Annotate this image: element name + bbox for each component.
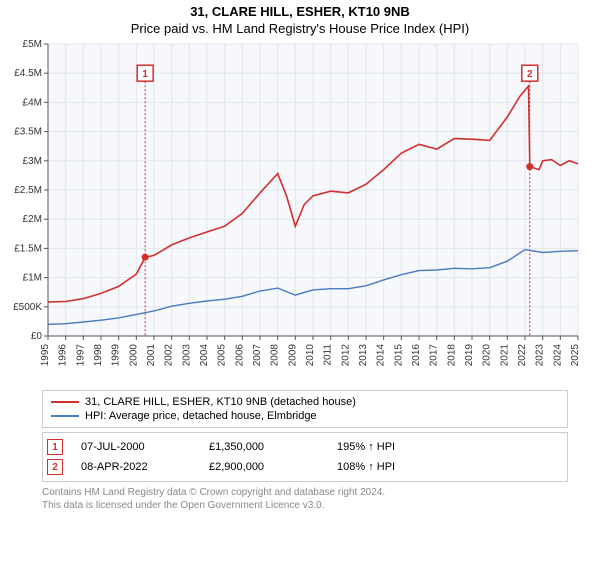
sale-price: £1,350,000 — [209, 441, 319, 453]
svg-text:2005: 2005 — [217, 344, 228, 367]
legend-row: 31, CLARE HILL, ESHER, KT10 9NB (detache… — [51, 395, 559, 409]
svg-text:2013: 2013 — [358, 344, 369, 367]
svg-text:£2.5M: £2.5M — [14, 185, 42, 196]
svg-text:2023: 2023 — [535, 344, 546, 367]
svg-text:2012: 2012 — [340, 344, 351, 367]
legend-swatch — [51, 415, 79, 417]
svg-text:2003: 2003 — [181, 344, 192, 367]
sale-date: 08-APR-2022 — [81, 461, 191, 473]
svg-text:2014: 2014 — [376, 344, 387, 367]
sale-price: £2,900,000 — [209, 461, 319, 473]
svg-text:£1M: £1M — [23, 273, 42, 284]
svg-text:2020: 2020 — [482, 344, 493, 367]
svg-text:2019: 2019 — [464, 344, 475, 367]
svg-text:£500K: £500K — [13, 302, 42, 313]
svg-text:2022: 2022 — [517, 344, 528, 367]
svg-text:2002: 2002 — [164, 344, 175, 367]
svg-text:£3M: £3M — [23, 156, 42, 167]
svg-text:2004: 2004 — [199, 344, 210, 367]
svg-text:£1.5M: £1.5M — [14, 243, 42, 254]
attribution-line: Contains HM Land Registry data © Crown c… — [42, 486, 568, 499]
svg-text:1997: 1997 — [75, 344, 86, 367]
sale-badge: 1 — [47, 439, 63, 455]
svg-text:2018: 2018 — [446, 344, 457, 367]
svg-text:2000: 2000 — [128, 344, 139, 367]
sale-hpi: 195% ↑ HPI — [337, 441, 447, 453]
svg-text:2007: 2007 — [252, 344, 263, 367]
attribution-line: This data is licensed under the Open Gov… — [42, 499, 568, 512]
page-title: 31, CLARE HILL, ESHER, KT10 9NB — [0, 4, 600, 19]
svg-text:1: 1 — [142, 69, 148, 80]
svg-text:2010: 2010 — [305, 344, 316, 367]
svg-text:1995: 1995 — [40, 344, 51, 367]
svg-text:£3.5M: £3.5M — [14, 127, 42, 138]
sale-row: 1 07-JUL-2000 £1,350,000 195% ↑ HPI — [47, 437, 563, 457]
svg-text:2024: 2024 — [552, 344, 563, 367]
svg-text:2025: 2025 — [570, 344, 581, 367]
svg-text:2017: 2017 — [429, 344, 440, 367]
svg-text:2011: 2011 — [323, 344, 334, 366]
svg-text:1996: 1996 — [58, 344, 69, 367]
sale-hpi: 108% ↑ HPI — [337, 461, 447, 473]
svg-text:£2M: £2M — [23, 214, 42, 225]
svg-text:£4M: £4M — [23, 97, 42, 108]
sales-table: 1 07-JUL-2000 £1,350,000 195% ↑ HPI 2 08-APR-… — [42, 432, 568, 482]
svg-text:2009: 2009 — [287, 344, 298, 367]
svg-text:2008: 2008 — [270, 344, 281, 367]
sale-row: 2 08-APR-2022 £2,900,000 108% ↑ HPI — [47, 457, 563, 477]
sale-date: 07-JUL-2000 — [81, 441, 191, 453]
svg-text:£5M: £5M — [23, 39, 42, 50]
legend: 31, CLARE HILL, ESHER, KT10 9NB (detache… — [42, 390, 568, 428]
page-subtitle: Price paid vs. HM Land Registry's House … — [0, 21, 600, 36]
svg-text:£0: £0 — [31, 331, 43, 342]
sale-badge: 2 — [47, 459, 63, 475]
attribution: Contains HM Land Registry data © Crown c… — [42, 486, 568, 512]
legend-swatch — [51, 401, 79, 403]
svg-text:£4.5M: £4.5M — [14, 68, 42, 79]
svg-text:2021: 2021 — [499, 344, 510, 367]
legend-label: 31, CLARE HILL, ESHER, KT10 9NB (detache… — [85, 396, 356, 408]
svg-text:1999: 1999 — [111, 344, 122, 367]
svg-text:1998: 1998 — [93, 344, 104, 367]
svg-text:2: 2 — [527, 69, 533, 80]
svg-text:2015: 2015 — [393, 344, 404, 367]
svg-text:2006: 2006 — [234, 344, 245, 367]
svg-text:2001: 2001 — [146, 344, 157, 367]
price-chart: 1 2 £0 £500K £1M £1.5M £2M £2.5M £3M £3.5M £4M £4.5… — [0, 36, 600, 386]
svg-text:2016: 2016 — [411, 344, 422, 367]
legend-label: HPI: Average price, detached house, Elmb… — [85, 410, 317, 422]
legend-row: HPI: Average price, detached house, Elmb… — [51, 409, 559, 423]
